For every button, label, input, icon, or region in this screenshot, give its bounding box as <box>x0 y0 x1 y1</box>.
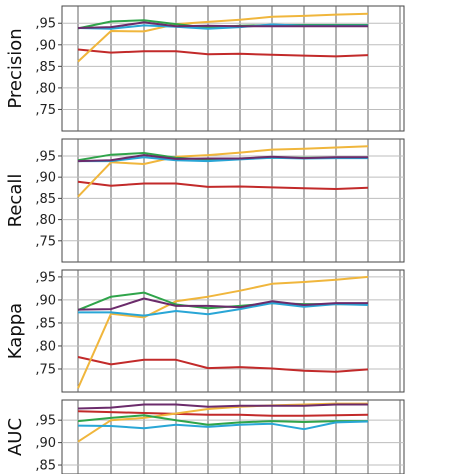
panel-auc: ,85 ,90 ,95 AUC <box>5 399 405 474</box>
y-tick-label: ,90 <box>35 436 56 451</box>
y-tick-label: ,90 <box>35 293 56 308</box>
y-tick-label: ,80 <box>35 339 56 354</box>
y-tick-label: ,75 <box>35 234 56 249</box>
series-line-2 <box>77 12 369 63</box>
y-axis-label: Precision <box>5 28 26 108</box>
y-tick-label: ,85 <box>35 459 56 474</box>
plot-frame <box>61 399 405 474</box>
series-line-5 <box>77 154 368 163</box>
plot-frame <box>61 5 405 132</box>
series-line-2 <box>77 402 368 443</box>
y-tick-label: ,95 <box>35 149 56 164</box>
y-tick-label: ,75 <box>35 103 56 118</box>
y-axis-label: Kappa <box>5 303 26 359</box>
y-tick-label: ,90 <box>35 171 56 186</box>
series-line-1 <box>77 410 369 417</box>
y-axis-label: AUC <box>5 418 26 456</box>
panel-recall: ,75 ,80 ,85 ,90 ,95 Recall <box>5 138 405 263</box>
y-tick-label: ,80 <box>35 213 56 228</box>
series-line-1 <box>77 48 369 58</box>
y-tick-label: ,85 <box>35 316 56 331</box>
panel-kappa: ,75 ,80 ,85 ,90 ,95 Kappa <box>5 269 405 393</box>
series-line-5 <box>77 21 368 29</box>
y-tick-label: ,80 <box>35 81 56 96</box>
series-line-4 <box>77 420 369 431</box>
series-line-5 <box>77 297 368 311</box>
series-line-5 <box>77 403 368 410</box>
series-line-2 <box>77 275 369 389</box>
plot-frame <box>61 138 405 263</box>
y-tick-label: ,85 <box>35 192 56 207</box>
y-axis-label: Recall <box>5 174 26 228</box>
series-line-1 <box>77 356 369 373</box>
series-line-3 <box>77 414 368 426</box>
panel-precision: ,75 ,80 ,85 ,90 ,95 Precision <box>5 5 405 132</box>
series-line-1 <box>77 180 369 190</box>
y-tick-label: ,95 <box>35 414 56 429</box>
y-tick-label: ,95 <box>35 17 56 32</box>
y-tick-label: ,95 <box>35 270 56 285</box>
plot-frame <box>61 269 405 393</box>
series-line-2 <box>77 145 369 198</box>
y-tick-label: ,75 <box>35 362 56 377</box>
series-line-4 <box>78 302 369 317</box>
y-tick-label: ,85 <box>35 60 56 75</box>
y-tick-label: ,90 <box>35 38 56 53</box>
